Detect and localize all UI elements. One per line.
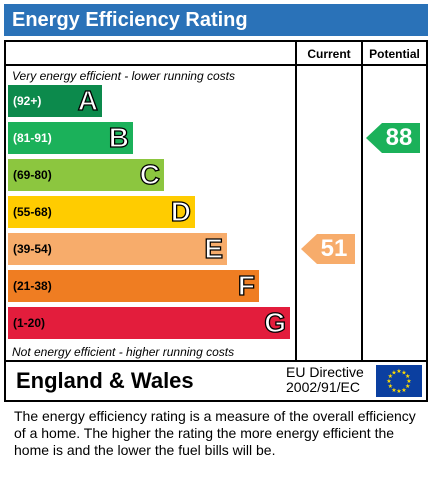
column-divider-current [295,42,297,360]
eu-flag-stars: ★★★★★★★★★ ★ ★★ [386,368,411,395]
eu-star-icon: ★ [405,383,410,390]
eu-star-icon: ★ [391,370,396,377]
band-b: (81-91) B [8,122,133,154]
band-range-b: (81-91) [13,131,52,145]
band-range-e: (39-54) [13,242,52,256]
band-letter-a: A [77,85,99,116]
eu-directive: EU Directive 2002/91/EC [286,365,364,395]
country-label: England & Wales [16,368,194,393]
note-inefficient: Not energy efficient - higher running co… [12,345,235,359]
directive-line-2: 2002/91/EC [286,379,360,395]
column-header-potential: Potential [369,47,420,61]
band-g: (1-20) G [8,307,290,339]
band-f: (21-38) F [8,270,259,302]
note-efficient: Very energy efficient - lower running co… [12,69,235,83]
band-range-d: (55-68) [13,205,52,219]
eu-star-icon: ★ [386,378,391,385]
eu-star-icon: ★ [391,387,396,394]
eu-star-icon: ★ [396,388,401,395]
potential-rating-arrow: 88 [366,123,420,153]
band-letter-e: E [204,233,224,264]
band-letter-c: C [139,159,161,190]
band-a: (92+) A [8,85,102,117]
eu-star-icon: ★ [401,370,406,377]
potential-rating-value: 88 [385,124,413,151]
eu-star-icon: ★ [406,378,411,385]
directive-line-1: EU Directive [286,364,364,380]
eu-star-icon: ★ [388,373,393,380]
current-rating-arrow: 51 [301,234,355,264]
header-divider [6,64,426,66]
eu-star-icon: ★ [388,383,393,390]
band-c: (69-80) C [8,159,164,191]
footer: England & Wales EU Directive 2002/91/EC … [4,362,428,402]
band-letter-d: D [170,196,192,227]
eu-flag-icon: ★ ★ ★ ★ ★ ★ ★ ★ ★ ★ ★ ★ [376,365,422,397]
band-letter-f: F [237,270,255,301]
column-divider-potential [361,42,363,360]
column-header-current: Current [307,47,351,61]
current-rating-value: 51 [320,235,348,262]
band-range-c: (69-80) [13,168,52,182]
band-letter-g: G [264,307,287,338]
eu-star-icon: ★ [401,387,406,394]
band-range-f: (21-38) [13,279,52,293]
rating-table: Current Potential Very energy efficient … [4,40,428,362]
band-letter-b: B [108,122,130,153]
description-text: The energy efficiency rating is a measur… [14,408,416,458]
band-d: (55-68) D [8,196,195,228]
eu-star-icon: ★ [405,373,410,380]
band-range-a: (92+) [13,94,42,108]
band-range-g: (1-20) [13,316,46,330]
eu-star-icon: ★ [396,368,401,375]
chart-title: Energy Efficiency Rating [4,4,428,36]
band-e: (39-54) E [8,233,227,265]
